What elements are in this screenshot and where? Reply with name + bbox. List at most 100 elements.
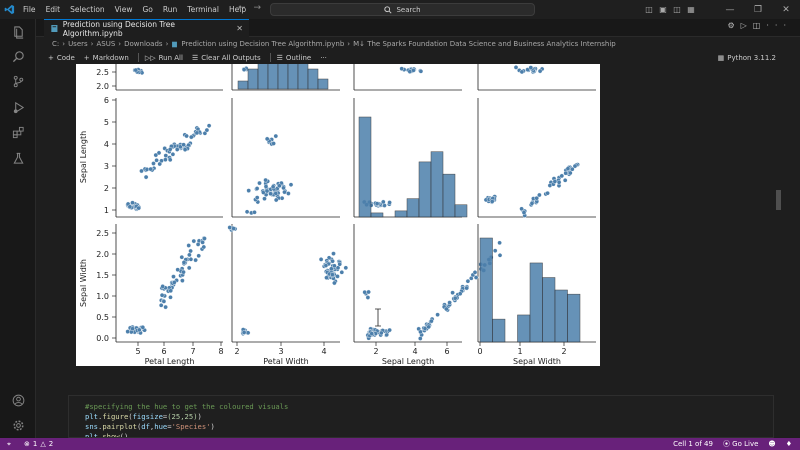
kernel-picker[interactable]: ▦ Python 3.11.2	[718, 51, 776, 64]
close-window-icon[interactable]: ✕	[782, 4, 790, 15]
breadcrumb: C: › Users › ASUS › Downloads › Predicti…	[36, 37, 800, 51]
testing-flask-icon[interactable]	[0, 147, 36, 169]
scatter-point	[163, 304, 168, 310]
breadcrumb-section[interactable]: M↓ The Sparks Foundation Data Science an…	[353, 40, 616, 48]
broadcast-icon: ⦿	[722, 440, 730, 448]
close-tab-icon[interactable]: ✕	[236, 24, 243, 33]
scatter-point	[335, 274, 340, 279]
scatter-point	[163, 157, 168, 162]
scatter-point	[472, 270, 478, 275]
settings-gear-icon[interactable]	[0, 414, 36, 436]
menu-view[interactable]: View	[114, 5, 133, 14]
notebook-toolbar: + Code + Markdown ▷▷ Run All ☰ Clear All Out…	[36, 51, 800, 64]
scatter-point	[200, 240, 205, 245]
scatter-point	[133, 67, 139, 73]
y-tick-label: 1.0	[96, 292, 109, 301]
restore-icon[interactable]: ❐	[753, 4, 763, 15]
scatter-point	[330, 258, 335, 264]
more-toolbar-button[interactable]: ···	[320, 53, 327, 62]
menu-edit[interactable]: Edit	[45, 5, 61, 14]
scatter-point	[245, 330, 251, 336]
x-axis-label: Sepal Width	[513, 357, 561, 366]
gear-icon[interactable]: ⚙	[727, 21, 741, 30]
run-icon[interactable]: ▷	[740, 21, 753, 30]
source-control-icon[interactable]	[0, 70, 36, 92]
add-markdown-cell-button[interactable]: + Markdown	[84, 54, 138, 62]
scatter-point	[529, 200, 535, 206]
menu-file[interactable]: File	[23, 5, 36, 14]
menu-go[interactable]: Go	[142, 5, 153, 14]
breadcrumb-drive[interactable]: C:	[52, 40, 60, 48]
scatter-point	[452, 295, 458, 301]
run-all-button[interactable]: ▷▷ Run All	[145, 54, 192, 62]
run-debug-icon[interactable]	[0, 96, 36, 118]
clear-all-outputs-button[interactable]: ☰ Clear All Outputs	[192, 54, 270, 62]
feedback-icon[interactable]: ☻	[768, 440, 776, 448]
go-live-button[interactable]: ⦿ Go Live	[723, 439, 758, 449]
scatter-point	[559, 173, 565, 179]
editor-tab-bar: Prediction using Decision Tree Algorithm…	[36, 19, 800, 38]
toggle-panel-left-icon[interactable]: ◫	[645, 5, 653, 14]
add-code-cell-button[interactable]: + Code	[48, 54, 84, 62]
scatter-point	[168, 288, 173, 294]
toggle-panel-bottom-icon[interactable]: ▣	[659, 5, 667, 14]
scatter-point	[263, 184, 269, 189]
code-line-figure: plt.figure(figsize=(25,25))	[85, 412, 202, 421]
code-cell[interactable]: #specifying the hue to get the coloured …	[68, 395, 774, 438]
scatter-point	[545, 190, 550, 196]
breadcrumb-downloads[interactable]: Downloads	[124, 40, 163, 48]
tab-notebook[interactable]: Prediction using Decision Tree Algorithm…	[44, 19, 249, 38]
back-arrow-icon[interactable]: ←	[238, 3, 254, 13]
explorer-icon[interactable]	[0, 21, 36, 43]
scatter-point	[519, 206, 524, 212]
y-tick-label: 4	[104, 140, 109, 149]
minimize-icon[interactable]: —	[725, 4, 735, 15]
scatter-point	[186, 265, 192, 271]
editor-scrollbar-thumb[interactable]	[776, 190, 781, 210]
cell-position[interactable]: Cell 1 of 49	[673, 440, 713, 448]
scatter-point	[136, 205, 142, 211]
x-axis-label: Petal Width	[263, 357, 309, 366]
histogram-bar	[358, 116, 372, 218]
search-view-icon[interactable]	[0, 45, 36, 67]
scatter-point	[246, 188, 251, 193]
breadcrumb-users[interactable]: Users	[68, 40, 88, 48]
histogram-bar	[394, 210, 408, 218]
scatter-point	[143, 174, 149, 180]
more-actions-icon[interactable]: ···	[766, 21, 792, 30]
scatter-point	[563, 170, 569, 176]
menu-selection[interactable]: Selection	[70, 5, 105, 14]
run-all-label: Run All	[158, 53, 183, 62]
status-bar: ⌖ ⊗ 1 △ 2 Cell 1 of 49 ⦿ Go Live ☻ ♦	[0, 438, 800, 450]
scatter-point	[254, 195, 260, 200]
scatter-point	[172, 280, 177, 285]
menu-run[interactable]: Run	[162, 5, 178, 14]
scatter-point	[163, 153, 169, 158]
scatter-point	[271, 141, 276, 146]
split-editor-icon[interactable]: ◫	[752, 21, 767, 30]
remote-indicator-icon[interactable]: ⌖	[7, 439, 11, 448]
extensions-icon[interactable]	[0, 121, 36, 143]
menu-terminal[interactable]: Terminal	[187, 5, 219, 14]
scatter-point	[366, 289, 371, 295]
layout-icon[interactable]: ▦	[687, 5, 695, 14]
outline-button[interactable]: ☰ Outline	[277, 54, 321, 62]
menu-help[interactable]: Help	[228, 5, 247, 14]
warning-count: 2	[48, 440, 54, 448]
command-center-search[interactable]: Search	[270, 3, 535, 16]
scatter-point	[139, 168, 144, 174]
toggle-panel-right-icon[interactable]: ◫	[673, 5, 681, 14]
scatter-point	[417, 336, 423, 341]
breadcrumb-asus[interactable]: ASUS	[96, 40, 116, 48]
notifications-bell-icon[interactable]: ♦	[785, 440, 792, 448]
scatter-point	[492, 248, 498, 253]
plus-icon: +	[83, 53, 90, 62]
code-line-show: plt.show()	[85, 432, 129, 438]
breadcrumb-file[interactable]: Prediction using Decision Tree Algorithm…	[181, 40, 345, 48]
scatter-point	[565, 166, 571, 171]
scatter-point	[318, 257, 324, 262]
forward-arrow-icon[interactable]: →	[253, 3, 270, 13]
account-icon[interactable]	[0, 389, 36, 411]
problems-indicator[interactable]: ⊗ 1 △ 2	[18, 440, 53, 448]
outline-label: Outline	[285, 53, 312, 62]
